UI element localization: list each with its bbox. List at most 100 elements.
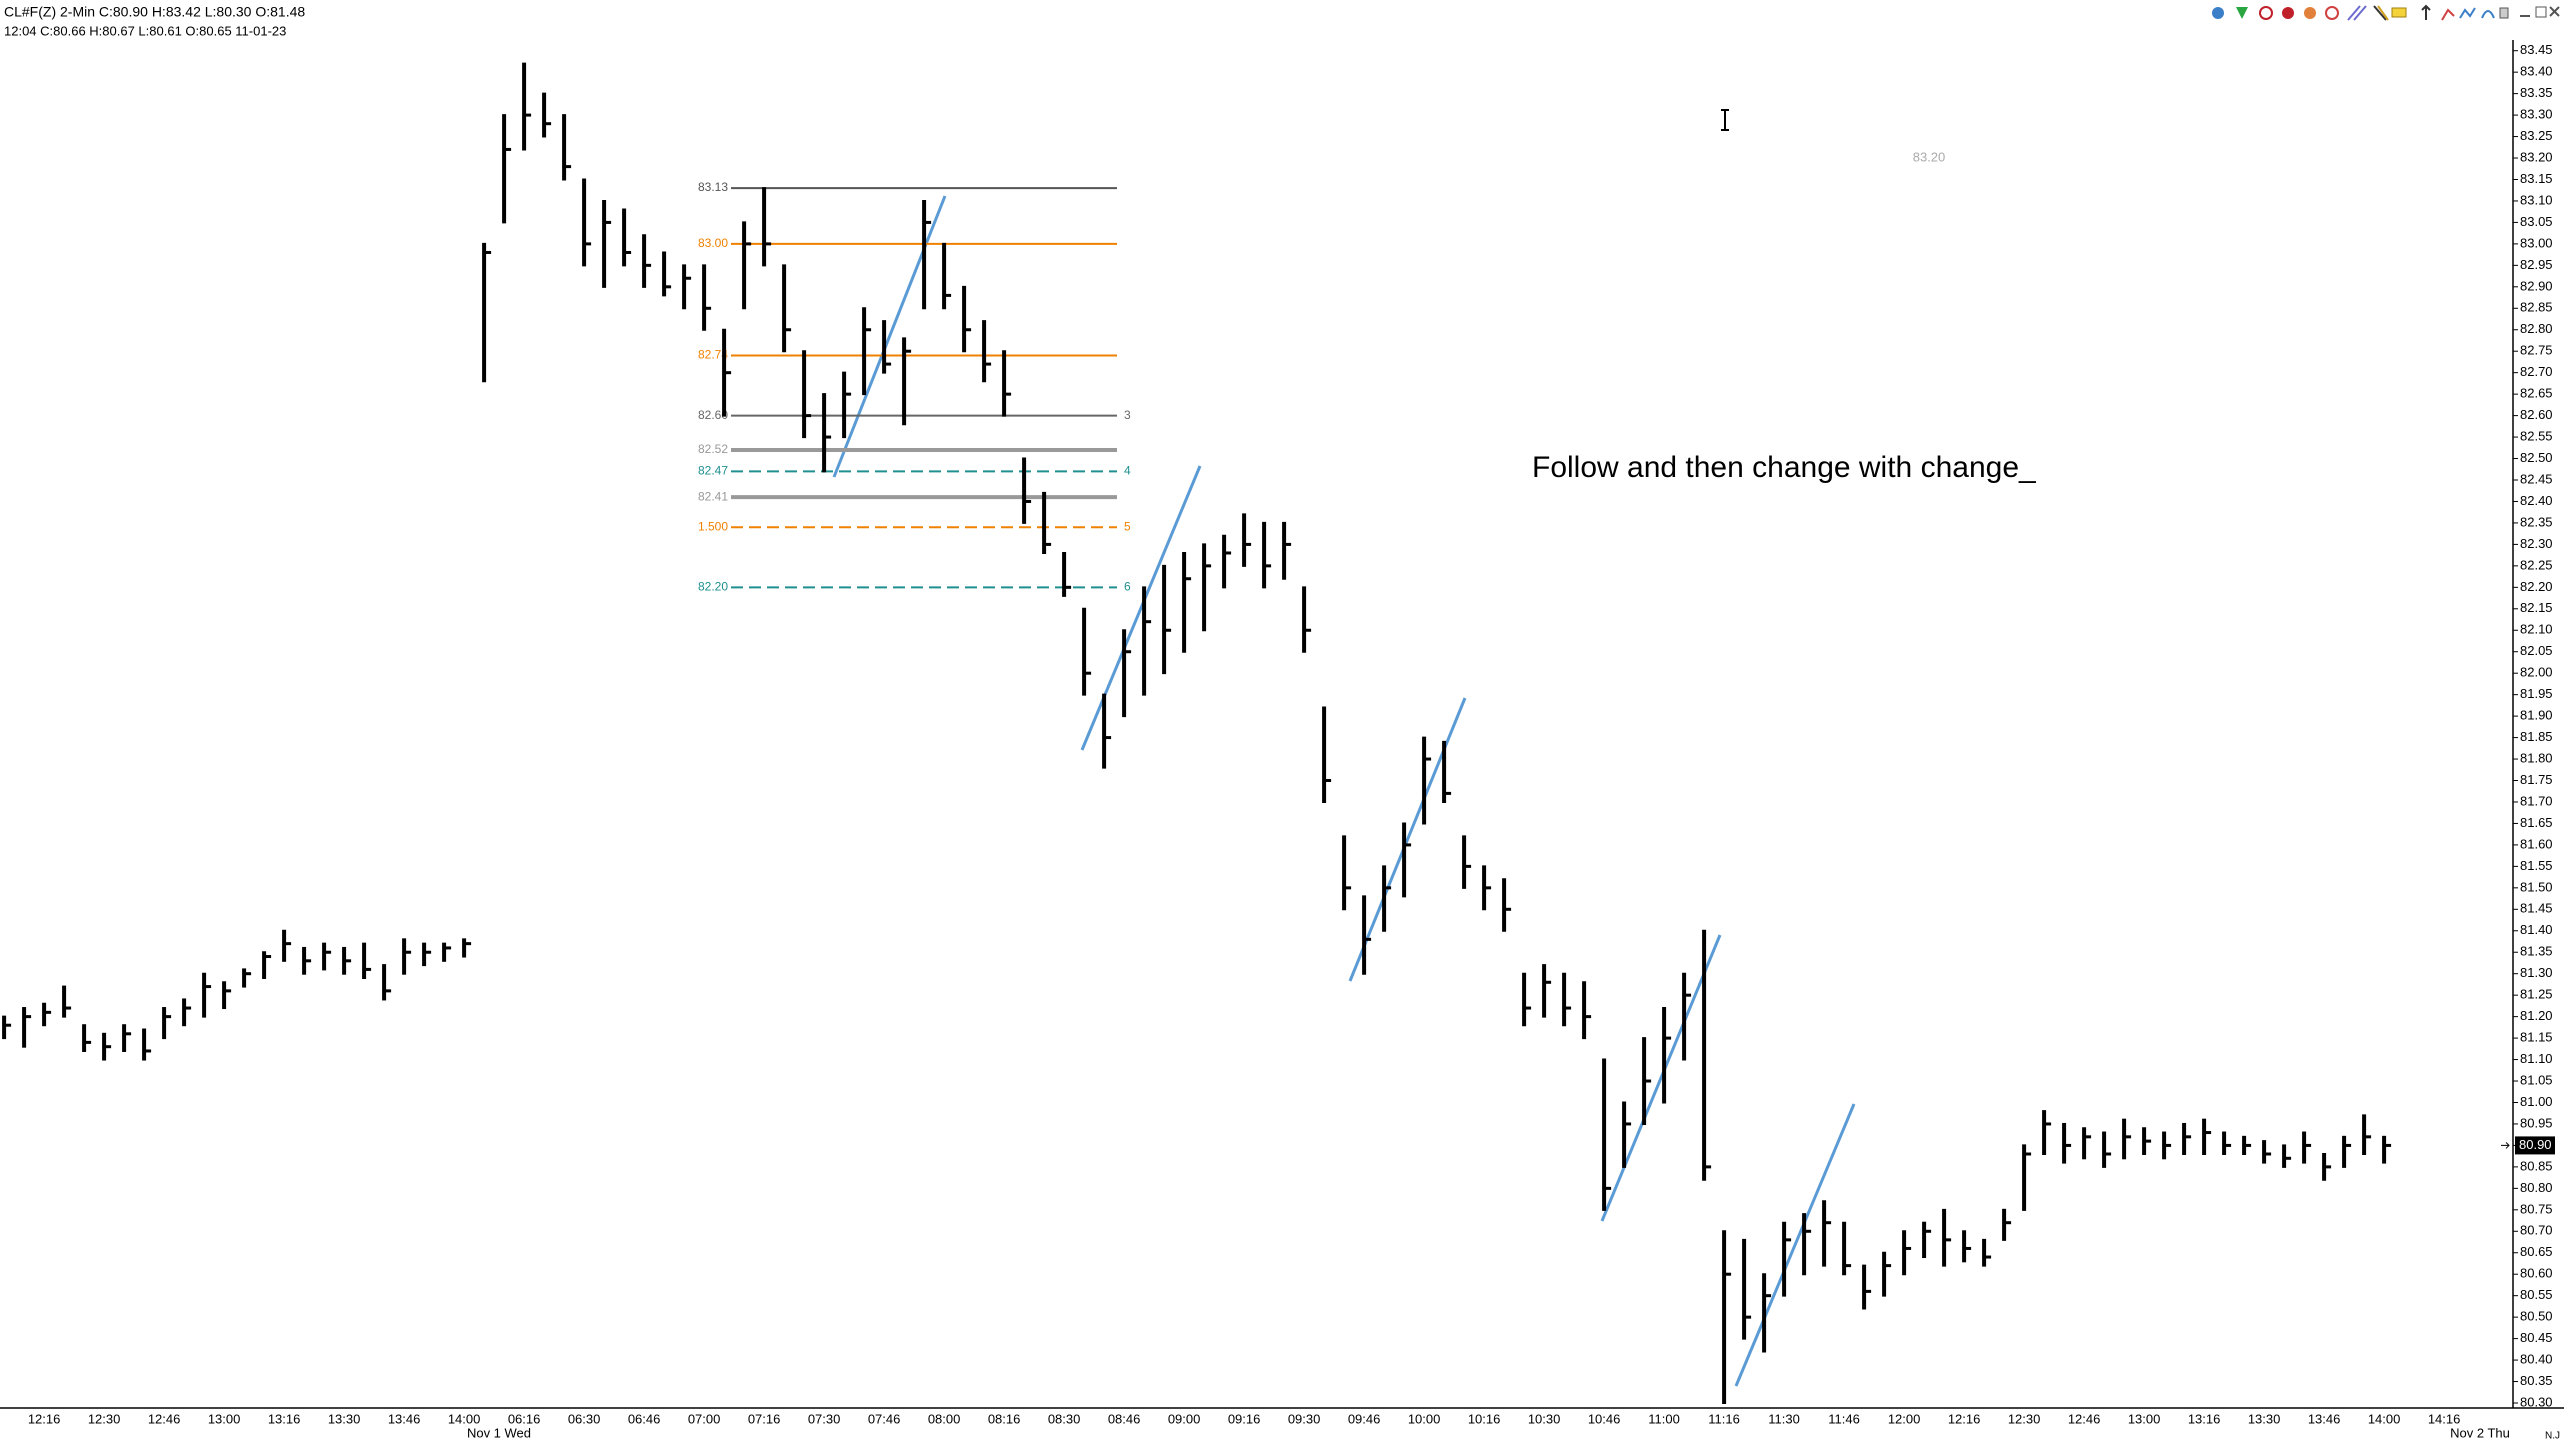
level-label: 82.47 bbox=[698, 464, 728, 478]
y-tick-label: 82.60 bbox=[2520, 407, 2553, 422]
tool-icon[interactable] bbox=[2325, 6, 2339, 20]
x-tick-label: 07:30 bbox=[808, 1411, 841, 1426]
y-tick-label: 82.10 bbox=[2520, 622, 2553, 637]
y-tick-label: 82.35 bbox=[2520, 514, 2553, 529]
y-tick-label: 82.90 bbox=[2520, 278, 2553, 293]
toolbar[interactable] bbox=[2212, 4, 2560, 21]
y-tick-label: 83.20 bbox=[2520, 149, 2553, 164]
header-line1: CL#F(Z) 2-Min C:80.90 H:83.42 L:80.30 O:… bbox=[4, 4, 305, 20]
x-tick-label: 11:16 bbox=[1708, 1411, 1740, 1426]
tool-icon[interactable] bbox=[2421, 4, 2431, 20]
y-tick-label: 82.30 bbox=[2520, 536, 2553, 551]
y-tick-label: 81.15 bbox=[2520, 1030, 2553, 1045]
tool-icon[interactable] bbox=[2212, 7, 2224, 19]
x-tick-label: 12:46 bbox=[2068, 1411, 2101, 1426]
level-label: 82.41 bbox=[698, 489, 728, 503]
x-tick-label: 09:30 bbox=[1288, 1411, 1321, 1426]
y-tick-label: 81.55 bbox=[2520, 858, 2553, 873]
x-tick-label: 09:46 bbox=[1348, 1411, 1381, 1426]
window-button[interactable] bbox=[2549, 6, 2560, 17]
last-price-label: 80.90 bbox=[2519, 1137, 2552, 1152]
tool-icon[interactable] bbox=[2282, 7, 2294, 19]
y-tick-label: 80.40 bbox=[2520, 1352, 2553, 1367]
x-tick-label: 12:30 bbox=[88, 1411, 121, 1426]
x-tick-label: 08:16 bbox=[988, 1411, 1021, 1426]
level-label: 1.500 bbox=[698, 519, 728, 533]
y-tick-label: 81.95 bbox=[2520, 686, 2553, 701]
tool-icon[interactable] bbox=[2373, 5, 2387, 21]
tool-icon[interactable] bbox=[2481, 10, 2495, 19]
trend-line bbox=[1600, 934, 1722, 1222]
x-tick-label: 09:00 bbox=[1168, 1411, 1201, 1426]
y-tick-label: 80.80 bbox=[2520, 1180, 2553, 1195]
y-tick-label: 80.50 bbox=[2520, 1309, 2553, 1324]
y-tick-label: 80.65 bbox=[2520, 1244, 2553, 1259]
y-tick-label: 83.35 bbox=[2520, 85, 2553, 100]
tool-icon[interactable] bbox=[2391, 7, 2407, 18]
tool-icon[interactable] bbox=[2441, 8, 2455, 21]
y-tick-label: 83.10 bbox=[2520, 192, 2553, 207]
y-tick-label: 83.00 bbox=[2520, 235, 2553, 250]
x-tick-label: 11:46 bbox=[1828, 1411, 1860, 1426]
x-tick-label: 13:30 bbox=[328, 1411, 361, 1426]
y-tick-label: 83.30 bbox=[2520, 107, 2553, 122]
x-tick-label: 14:00 bbox=[448, 1411, 481, 1426]
y-tick-label: 82.70 bbox=[2520, 364, 2553, 379]
y-tick-label: 81.65 bbox=[2520, 815, 2553, 830]
x-tick-label: 07:00 bbox=[688, 1411, 721, 1426]
x-tick-label: 07:16 bbox=[748, 1411, 781, 1426]
x-tick-label: 06:16 bbox=[508, 1411, 541, 1426]
y-tick-label: 82.80 bbox=[2520, 321, 2553, 336]
y-tick-label: 82.95 bbox=[2520, 257, 2553, 272]
y-tick-label: 81.35 bbox=[2520, 944, 2553, 959]
y-tick-label: 81.50 bbox=[2520, 879, 2553, 894]
y-tick-label: 82.15 bbox=[2520, 600, 2553, 615]
tool-icon[interactable] bbox=[2347, 5, 2367, 21]
y-tick-label: 82.75 bbox=[2520, 343, 2553, 358]
y-tick-label: 82.55 bbox=[2520, 429, 2553, 444]
x-tick-label: 10:16 bbox=[1468, 1411, 1501, 1426]
x-tick-label: 11:00 bbox=[1648, 1411, 1680, 1426]
x-tick-label: 12:30 bbox=[2008, 1411, 2041, 1426]
level-label: 83.00 bbox=[698, 236, 728, 250]
y-tick-label: 80.95 bbox=[2520, 1115, 2553, 1130]
level-tag: 4 bbox=[1124, 464, 1131, 478]
level-label: 82.52 bbox=[698, 442, 728, 456]
price-marker: 83.20 bbox=[1913, 149, 1946, 164]
tool-icon[interactable] bbox=[2259, 6, 2273, 20]
level-label: 82.20 bbox=[698, 579, 728, 593]
y-tick-label: 81.70 bbox=[2520, 793, 2553, 808]
tool-icon[interactable] bbox=[2304, 7, 2316, 19]
x-tick-label: 13:16 bbox=[2188, 1411, 2221, 1426]
tool-icon[interactable] bbox=[2377, 5, 2389, 21]
level-tag: 6 bbox=[1124, 579, 1131, 593]
y-tick-label: 81.60 bbox=[2520, 836, 2553, 851]
y-tick-label: 83.45 bbox=[2520, 42, 2553, 57]
tool-icon[interactable] bbox=[2499, 7, 2509, 19]
y-tick-label: 81.05 bbox=[2520, 1072, 2553, 1087]
y-tick-label: 80.35 bbox=[2520, 1373, 2553, 1388]
x-tick-label: 07:46 bbox=[868, 1411, 901, 1426]
y-tick-label: 81.80 bbox=[2520, 750, 2553, 765]
x-tick-label: 13:16 bbox=[268, 1411, 301, 1426]
tool-icon[interactable] bbox=[2236, 7, 2248, 19]
y-tick-label: 83.15 bbox=[2520, 171, 2553, 186]
y-tick-label: 82.00 bbox=[2520, 665, 2553, 680]
y-tick-label: 82.50 bbox=[2520, 450, 2553, 465]
y-tick-label: 82.40 bbox=[2520, 493, 2553, 508]
y-tick-label: 82.45 bbox=[2520, 471, 2553, 486]
corner-label: N.J bbox=[2545, 1431, 2560, 1442]
y-tick-label: 80.85 bbox=[2520, 1158, 2553, 1173]
y-tick-label: 83.25 bbox=[2520, 128, 2553, 143]
y-tick-label: 81.90 bbox=[2520, 708, 2553, 723]
tool-icon[interactable] bbox=[2459, 7, 2476, 19]
x-tick-label: 13:00 bbox=[208, 1411, 241, 1426]
level-label: 82.60 bbox=[698, 408, 728, 422]
y-tick-label: 83.40 bbox=[2520, 64, 2553, 79]
y-tick-label: 81.40 bbox=[2520, 922, 2553, 937]
last-price-box bbox=[2515, 1136, 2555, 1155]
window-button[interactable] bbox=[2535, 6, 2547, 18]
y-tick-label: 81.85 bbox=[2520, 729, 2553, 744]
x-tick-label: 10:46 bbox=[1588, 1411, 1621, 1426]
